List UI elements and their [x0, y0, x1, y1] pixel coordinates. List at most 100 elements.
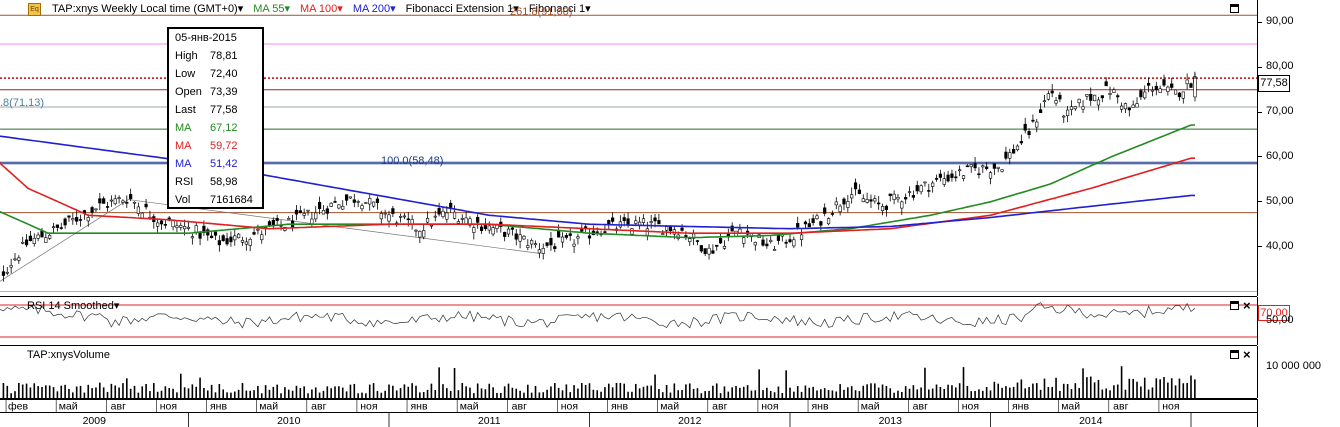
- volume-pane[interactable]: TAP:xnysVolume ×: [0, 346, 1257, 399]
- price-pane-minimize-button[interactable]: [1230, 4, 1239, 13]
- price-candle: [391, 208, 395, 214]
- price-candle: [842, 198, 846, 205]
- volume-y-axis[interactable]: 10 000 000: [1257, 346, 1340, 398]
- price-candle: [36, 234, 40, 239]
- price-candle: [530, 240, 534, 245]
- price-candle: [1062, 115, 1066, 118]
- price-candle: [144, 203, 148, 208]
- tooltip-value: 7161684: [210, 194, 253, 206]
- ma55-dropdown[interactable]: MA 55▾: [253, 2, 290, 15]
- fibonacci-dropdown[interactable]: Fibonacci 1▾: [529, 2, 591, 15]
- price-candle: [460, 218, 464, 220]
- volume-bar: [978, 389, 980, 398]
- price-candle: [1046, 93, 1050, 100]
- volume-bar: [419, 392, 421, 398]
- volume-bar: [48, 385, 51, 398]
- volume-bar: [1190, 375, 1192, 398]
- volume-bar: [742, 386, 745, 398]
- fib-left-label: .8(71,13): [0, 97, 45, 109]
- price-candle: [183, 226, 187, 230]
- volume-pane-close-icon[interactable]: ×: [1243, 347, 1251, 362]
- ma100-dropdown[interactable]: MA 100▾: [300, 2, 343, 15]
- tooltip-row-last: Last 77,58: [175, 101, 261, 119]
- price-y-tick: [1258, 246, 1262, 248]
- volume-bar: [700, 393, 703, 398]
- volume-bar: [704, 391, 706, 398]
- price-candle: [1181, 91, 1185, 99]
- rsi-pane-close-icon[interactable]: ×: [1243, 298, 1251, 313]
- price-candle: [526, 245, 530, 248]
- price-candle: [13, 258, 17, 261]
- volume-bar: [723, 386, 726, 398]
- volume-bar: [1093, 382, 1096, 398]
- price-candle: [503, 232, 507, 237]
- volume-bar: [145, 384, 147, 398]
- price-candle: [221, 235, 225, 242]
- rsi-pane[interactable]: RSI 14 Smoothed▾ ×: [0, 297, 1257, 346]
- price-y-tick-label: 90,00: [1266, 15, 1294, 28]
- price-candle: [414, 229, 418, 232]
- volume-pane-minimize-button[interactable]: [1230, 350, 1239, 359]
- price-candle: [1108, 93, 1112, 95]
- volume-bar: [1062, 383, 1065, 398]
- price-candle: [452, 211, 457, 219]
- price-candle: [1050, 90, 1054, 94]
- price-candle: [140, 212, 144, 219]
- volume-bar: [160, 390, 163, 398]
- volume-bar: [966, 385, 969, 398]
- volume-bar: [430, 383, 433, 398]
- caret-down-icon: ▾: [337, 2, 343, 15]
- volume-bar: [1124, 389, 1127, 398]
- volume-bar: [218, 384, 221, 398]
- volume-bar: [168, 388, 171, 398]
- price-candle: [186, 226, 191, 229]
- volume-bar: [646, 385, 649, 398]
- price-candle: [992, 163, 996, 169]
- month-label: авг: [111, 401, 126, 413]
- volume-bar: [21, 384, 24, 398]
- tooltip-label: Vol: [175, 194, 191, 206]
- volume-bar: [804, 385, 807, 398]
- volume-bar: [769, 390, 772, 398]
- price-candle: [1039, 109, 1043, 113]
- price-candle: [796, 223, 800, 228]
- volume-bar: [1070, 389, 1073, 398]
- price-candle: [950, 173, 954, 178]
- volume-bar: [507, 383, 510, 398]
- volume-bar: [411, 383, 413, 398]
- time-axis[interactable]: фев май авг ноя янв май авг ноя янв май авг ноя янв м…: [0, 399, 1257, 427]
- volume-bar: [688, 383, 691, 398]
- volume-bar: [1182, 383, 1185, 398]
- price-candle: [769, 239, 773, 242]
- price-y-axis[interactable]: 90,00 80,00 70,00 60,00 50,00 40,00 77,58: [1257, 0, 1340, 296]
- volume-bar: [943, 389, 946, 398]
- price-candle: [371, 201, 376, 207]
- volume-chart[interactable]: [0, 346, 1257, 398]
- volume-bar: [708, 390, 710, 398]
- ma200-dropdown[interactable]: MA 200▾: [353, 2, 396, 15]
- price-candle: [626, 218, 630, 226]
- price-candle: [506, 228, 511, 235]
- volume-bar: [766, 387, 768, 398]
- rsi-pane-minimize-button[interactable]: [1230, 301, 1239, 310]
- price-candle: [67, 215, 71, 218]
- rsi-dropdown[interactable]: RSI 14 Smoothed▾: [27, 299, 119, 312]
- price-candle: [364, 202, 368, 204]
- price-candle: [576, 236, 580, 239]
- price-candle: [248, 239, 252, 246]
- rsi-chart[interactable]: [0, 297, 1257, 345]
- year-label: 2014: [1079, 415, 1103, 427]
- volume-bar: [808, 387, 811, 398]
- volume-bar: [1120, 366, 1123, 398]
- volume-bar: [719, 393, 722, 398]
- price-candle: [306, 209, 310, 212]
- price-candle: [1054, 100, 1058, 104]
- volume-bar: [407, 386, 410, 398]
- price-candle: [387, 214, 391, 222]
- volume-bar: [45, 385, 47, 398]
- symbol-dropdown[interactable]: TAP:xnys Weekly Local time (GMT+0)▾: [52, 2, 243, 15]
- rsi-y-axis[interactable]: 70,00 50,00: [1257, 297, 1340, 345]
- price-pane[interactable]: Eq TAP:xnys Weekly Local time (GMT+0)▾ M…: [0, 0, 1257, 297]
- fib-extension-dropdown[interactable]: Fibonacci Extension 1▾: [406, 2, 519, 15]
- volume-bar: [388, 384, 390, 398]
